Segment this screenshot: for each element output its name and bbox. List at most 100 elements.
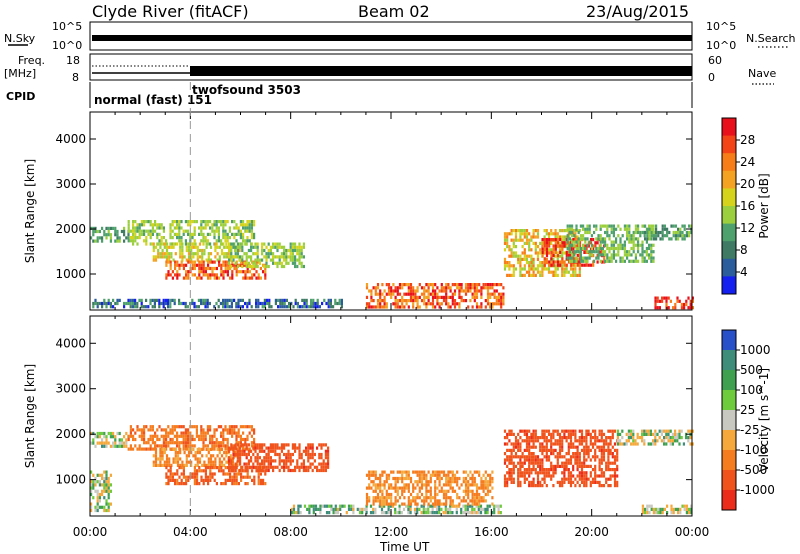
nsearch-label: N.Search xyxy=(746,32,796,45)
heatmap-cell xyxy=(157,248,160,253)
heatmap-cell xyxy=(412,489,415,493)
heatmap-cell xyxy=(626,224,629,228)
heatmap-cell xyxy=(214,460,217,464)
heatmap-cell xyxy=(240,466,243,470)
heatmap-cell xyxy=(510,468,513,472)
heatmap-cell xyxy=(283,255,286,259)
heatmap-cell xyxy=(574,232,577,236)
heatmap-cell xyxy=(630,436,633,440)
heatmap-cell xyxy=(552,474,555,478)
heatmap-cell xyxy=(267,255,270,259)
heatmap-cell xyxy=(561,461,564,465)
heatmap-cell xyxy=(568,237,571,241)
heatmap-cell xyxy=(495,302,498,306)
heatmap-cell xyxy=(268,305,271,309)
heatmap-cell xyxy=(541,238,544,242)
heatmap-cell xyxy=(319,507,322,511)
heatmap-cell xyxy=(543,260,546,264)
heatmap-cell xyxy=(220,270,223,274)
heatmap-cell xyxy=(118,431,121,436)
heatmap-cell xyxy=(407,483,410,487)
heatmap-cell xyxy=(187,444,190,448)
heatmap-cell xyxy=(616,455,619,459)
heatmap-cell xyxy=(589,432,592,436)
heatmap-cell xyxy=(216,447,219,451)
heatmap-cell xyxy=(156,232,159,236)
heatmap-cell xyxy=(652,243,655,247)
heatmap-cell xyxy=(661,511,664,515)
heatmap-cell xyxy=(365,295,369,299)
heatmap-cell xyxy=(565,254,568,258)
heatmap-cell xyxy=(187,437,190,442)
heatmap-cell xyxy=(530,432,533,436)
heatmap-cell xyxy=(434,305,437,309)
heatmap-cell xyxy=(575,259,578,263)
heatmap-cell xyxy=(169,232,172,236)
heatmap-cell xyxy=(140,232,143,236)
heatmap-cell xyxy=(403,483,406,487)
heatmap-cell xyxy=(467,502,470,506)
freq-label: Freq. xyxy=(18,54,45,67)
heatmap-cell xyxy=(154,258,158,262)
heatmap-cell xyxy=(436,470,439,474)
heatmap-cell xyxy=(541,464,544,468)
heatmap-cell xyxy=(445,480,448,484)
heatmap-cell xyxy=(162,305,165,309)
heatmap-cell xyxy=(451,302,454,306)
heatmap-cell xyxy=(582,256,585,260)
heatmap-cell xyxy=(287,459,290,463)
heatmap-cell xyxy=(179,245,182,249)
heatmap-cell xyxy=(298,449,301,453)
heatmap-cell xyxy=(182,434,185,438)
heatmap-cell xyxy=(292,504,296,508)
heatmap-cell xyxy=(508,264,511,268)
heatmap-cell xyxy=(666,227,669,231)
heatmap-cell xyxy=(444,511,447,515)
heatmap-cell xyxy=(376,486,380,490)
heatmap-cell xyxy=(464,499,468,503)
colorbar-swatch xyxy=(722,410,736,431)
heatmap-cell xyxy=(92,473,95,477)
heatmap-cell xyxy=(636,436,639,440)
heatmap-cell xyxy=(283,264,286,269)
heatmap-cell xyxy=(657,230,660,235)
heatmap-cell xyxy=(554,247,557,251)
heatmap-cell xyxy=(94,508,97,513)
heatmap-cell xyxy=(231,460,235,464)
heatmap-cell xyxy=(434,486,437,490)
heatmap-cell xyxy=(628,250,631,254)
heatmap-cell xyxy=(592,254,595,258)
heatmap-cell xyxy=(164,298,167,302)
heatmap-cell xyxy=(267,452,270,457)
heatmap-cell xyxy=(370,289,373,293)
heatmap-cell xyxy=(173,301,176,306)
y-tick-label: 3000 xyxy=(55,177,86,191)
heatmap-cell xyxy=(184,428,187,432)
heatmap-cell xyxy=(582,224,585,228)
heatmap-cell xyxy=(554,468,557,472)
heatmap-cell xyxy=(191,236,194,240)
heatmap-cell xyxy=(242,270,245,274)
heatmap-cell xyxy=(677,234,680,238)
heatmap-cell xyxy=(201,258,204,262)
heatmap-cell xyxy=(276,261,279,265)
heatmap-cell xyxy=(572,273,575,277)
heatmap-cell xyxy=(416,511,419,515)
heatmap-cell xyxy=(632,237,635,241)
heatmap-cell xyxy=(659,237,662,241)
colorbar-swatch xyxy=(722,153,736,172)
heatmap-cell xyxy=(165,463,169,467)
heatmap-cell xyxy=(453,504,456,508)
heatmap-cell xyxy=(403,470,406,474)
heatmap-cell xyxy=(453,302,457,306)
heatmap-cell xyxy=(512,241,515,245)
heatmap-cell xyxy=(264,472,267,476)
heatmap-cell xyxy=(416,507,419,511)
heatmap-cell xyxy=(224,437,227,442)
heatmap-cell xyxy=(545,436,548,440)
heatmap-cell xyxy=(178,482,181,486)
heatmap-cell xyxy=(543,448,546,452)
heatmap-cell xyxy=(567,442,570,446)
heatmap-cell xyxy=(572,270,575,274)
heatmap-cell xyxy=(596,445,599,449)
